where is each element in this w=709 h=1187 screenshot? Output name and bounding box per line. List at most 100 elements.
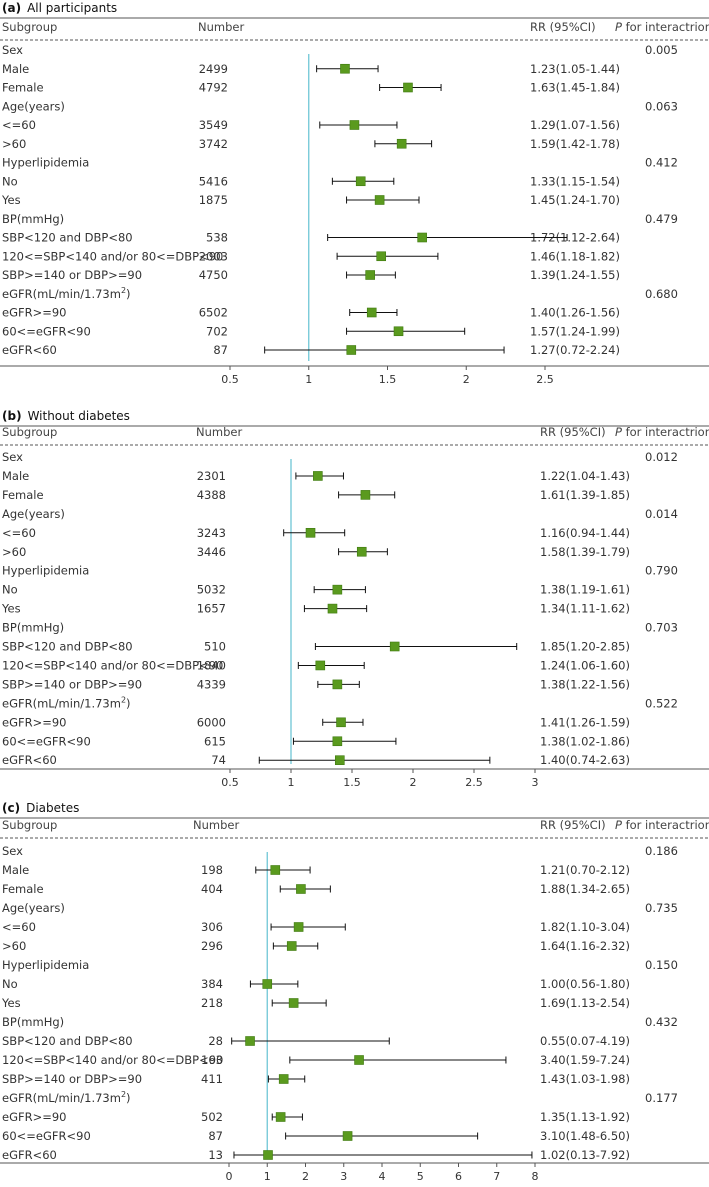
subgroup-header-label: Age(years)	[2, 507, 65, 521]
rr-ci-text: 1.39(1.24-1.55)	[530, 268, 620, 282]
panel-title: (a) All participants	[2, 1, 117, 15]
x-tick-label: 0.5	[221, 776, 239, 789]
subgroup-header-label: eGFR(mL/min/1.73m2)	[2, 286, 131, 301]
subgroup-header-label: Sex	[2, 43, 23, 57]
rr-ci-text: 1.00(0.56-1.80)	[540, 977, 630, 991]
rr-ci-text: 1.45(1.24-1.70)	[530, 193, 620, 207]
participant-count: 2499	[199, 62, 228, 76]
rr-point-marker	[374, 195, 385, 205]
p-interaction-value: 0.014	[645, 507, 678, 521]
subgroup-header-label: Sex	[2, 450, 23, 464]
participant-count: 502	[201, 1110, 223, 1124]
rr-ci-text: 1.88(1.34-2.65)	[540, 882, 630, 896]
panel-title-text: All participants	[27, 1, 117, 15]
rr-point-marker	[263, 1150, 273, 1160]
x-tick-label: 2.5	[536, 373, 554, 386]
x-tick-label: 1.5	[343, 776, 361, 789]
rr-point-marker	[342, 1131, 353, 1141]
subgroup-header-label: Hyperlipidemia	[2, 564, 89, 578]
rr-ci-text: 1.02(0.13-7.92)	[540, 1148, 630, 1162]
participant-count: 87	[213, 343, 228, 357]
participant-count: 4388	[197, 488, 226, 502]
participant-count: 306	[201, 920, 223, 934]
panel-b-without-diabetes: (b) Without diabetes Subgroup Number RR (95%…	[0, 409, 709, 789]
p-interaction-value: 0.012	[645, 450, 678, 464]
subgroup-label: eGFR>=90	[2, 306, 67, 320]
header-rr-ci: RR (95%CI)	[540, 425, 606, 439]
subgroup-label: Female	[2, 882, 44, 896]
p-interaction-value: 0.412	[645, 156, 678, 170]
rr-ci-text: 1.29(1.07-1.56)	[530, 118, 620, 132]
subgroup-header-label: Hyperlipidemia	[2, 156, 89, 170]
x-tick-label: 1	[288, 776, 295, 789]
subgroup-label: SBP<120 and DBP<80	[2, 640, 133, 654]
subgroup-header-label: BP(mmHg)	[2, 212, 64, 226]
rr-ci-text: 1.21(0.70-2.12)	[540, 863, 630, 877]
subgroup-header-label: BP(mmHg)	[2, 1015, 64, 1029]
rr-ci-text: 1.43(1.03-1.98)	[540, 1072, 630, 1086]
subgroup-label: eGFR<60	[2, 1148, 57, 1162]
rr-ci-text: 1.69(1.13-2.54)	[540, 996, 630, 1010]
subgroup-label: 60<=eGFR<90	[2, 734, 91, 748]
participant-count: 5032	[197, 583, 226, 597]
x-tick-label: 3	[340, 1170, 347, 1183]
x-tick-label: 7	[493, 1170, 500, 1183]
rr-point-marker	[396, 138, 407, 149]
subgroup-header-label: Age(years)	[2, 99, 65, 113]
rr-ci-text: 1.38(1.19-1.61)	[540, 583, 630, 597]
participant-count: 702	[206, 324, 228, 338]
x-tick-label: 1	[264, 1170, 271, 1183]
p-interaction-value: 0.735	[645, 901, 678, 915]
p-interaction-value: 0.680	[645, 287, 678, 301]
x-tick-label: 1.5	[379, 373, 397, 386]
rr-ci-text: 1.85(1.20-2.85)	[540, 640, 630, 654]
rr-point-marker	[288, 998, 299, 1008]
rr-point-marker	[354, 1055, 364, 1065]
rr-point-marker	[278, 1074, 289, 1084]
panel-title-text: Without diabetes	[28, 409, 130, 423]
participant-count: 198	[201, 863, 223, 877]
participant-count: 3742	[199, 137, 228, 151]
participant-count: 3446	[197, 545, 226, 559]
participant-count: 615	[204, 734, 226, 748]
rr-point-marker	[389, 641, 400, 652]
x-tick-label: 2.5	[465, 776, 483, 789]
participant-count: 1657	[197, 602, 226, 616]
header-number: Number	[196, 425, 242, 439]
rr-point-marker	[332, 736, 343, 747]
panel-letter: (c)	[2, 801, 20, 815]
rr-point-marker	[315, 660, 326, 671]
rr-point-marker	[286, 941, 297, 951]
subgroup-label: No	[2, 583, 18, 597]
header-subgroup: Subgroup	[2, 20, 57, 34]
subgroup-label: SBP<120 and DBP<80	[2, 231, 133, 245]
rr-point-marker	[365, 270, 375, 280]
participant-count: 4792	[199, 81, 228, 95]
rr-point-marker	[262, 979, 273, 989]
x-tick-label: 0	[226, 1170, 233, 1183]
panel-a-all-participants: (a) All participants Subgroup Number RR (95%…	[0, 1, 709, 386]
subgroup-label: eGFR<60	[2, 753, 57, 767]
x-tick-label: 2	[463, 373, 470, 386]
rr-ci-text: 1.46(1.18-1.82)	[530, 249, 620, 263]
rr-point-marker	[340, 63, 350, 74]
subgroup-label: 120<=SBP<140 and/or 80<=DBP<90	[2, 1053, 223, 1067]
header-rr-ci: RR (95%CI)	[540, 818, 606, 832]
participant-count: 4750	[199, 268, 228, 282]
participant-count: 296	[201, 939, 223, 953]
subgroup-label: Male	[2, 863, 29, 877]
participant-count: 3549	[199, 118, 228, 132]
participant-count: 4339	[197, 677, 226, 691]
rr-point-marker	[245, 1036, 255, 1046]
rr-ci-text: 1.33(1.15-1.54)	[530, 174, 620, 188]
participant-count: 510	[204, 640, 226, 654]
subgroup-label: <=60	[2, 118, 36, 132]
participant-count: 74	[211, 753, 226, 767]
p-interaction-value: 0.703	[645, 621, 678, 635]
subgroup-label: <=60	[2, 526, 36, 540]
rr-point-marker	[366, 307, 377, 318]
subgroup-label: >60	[2, 545, 26, 559]
rr-point-marker	[349, 120, 360, 130]
participant-count: 404	[201, 882, 223, 896]
